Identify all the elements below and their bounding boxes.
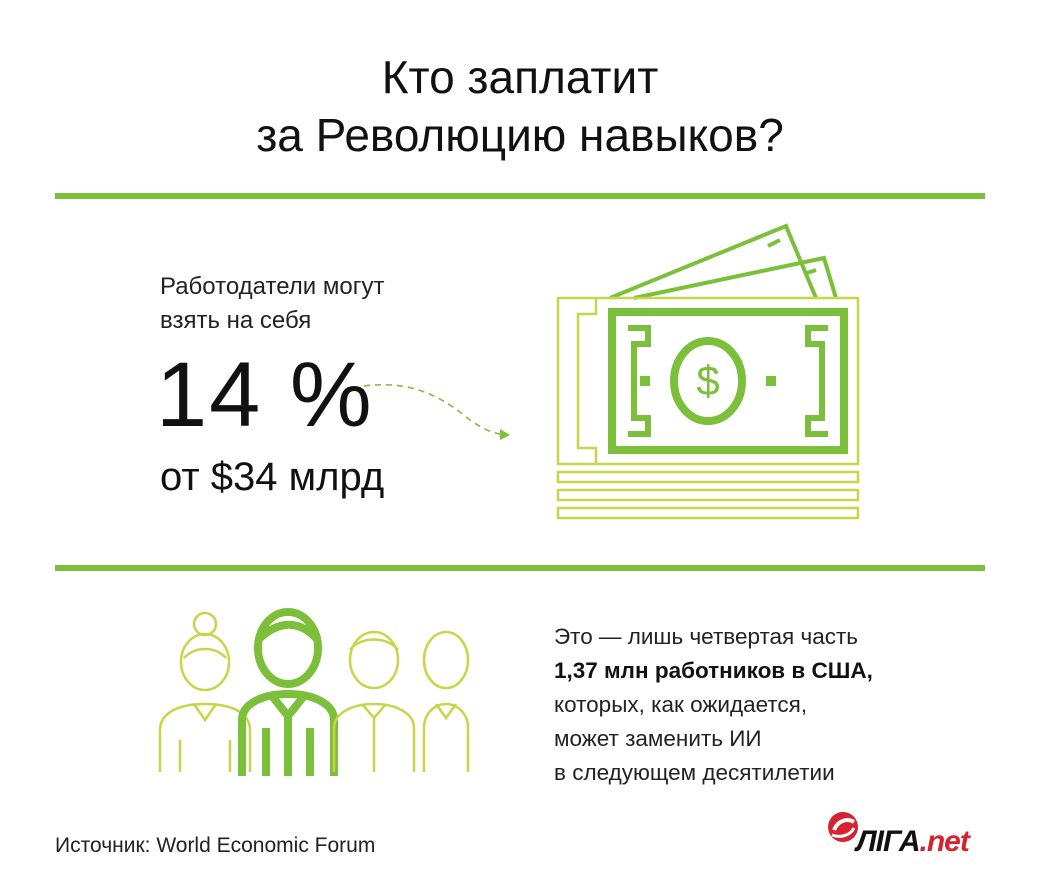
liga-logo-part-1: ЛІГА xyxy=(856,825,920,858)
liga-logo-icon xyxy=(828,812,858,842)
amount-value: от $34 млрд xyxy=(160,455,385,499)
dashed-arrow-icon xyxy=(363,384,510,440)
employers-lead-line-1: Работодатели могут xyxy=(160,273,385,300)
people-group-icon xyxy=(158,608,470,776)
liga-logo-part-2: .net xyxy=(919,825,970,858)
workers-line-2: 1,37 млн работников в США, xyxy=(554,658,873,683)
divider-middle xyxy=(55,565,985,571)
money-stack-icon: $ xyxy=(556,223,860,520)
workers-line-1: Это — лишь четвертая часть xyxy=(554,624,859,649)
divider-top xyxy=(55,193,985,199)
workers-line-4: может заменить ИИ xyxy=(554,726,762,751)
percent-value: 14 % xyxy=(156,344,374,446)
title-line-1: Кто заплатит xyxy=(381,51,659,103)
workers-line-3: которых, как ожидается, xyxy=(554,692,808,717)
employers-lead: Работодатели могут взять на себя xyxy=(160,270,384,338)
liga-logo-text: ЛІГА.net xyxy=(856,824,970,860)
workers-line-5: в следующем десятилетии xyxy=(554,760,835,785)
workers-description: Это — лишь четвертая часть 1,37 млн рабо… xyxy=(554,620,873,790)
liga-logo: ЛІГА.net xyxy=(826,810,996,862)
employers-lead-line-2: взять на себя xyxy=(160,307,312,334)
svg-text:$: $ xyxy=(696,357,719,404)
source-note: Источник: World Economic Forum xyxy=(55,834,376,857)
title-line-2: за Революцию навыков? xyxy=(256,109,784,161)
